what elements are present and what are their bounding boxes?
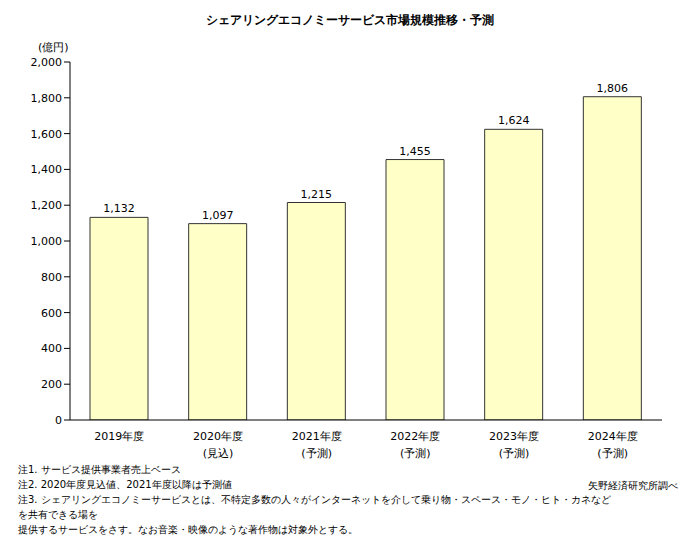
svg-text:1,215: 1,215 xyxy=(301,188,333,201)
svg-text:400: 400 xyxy=(41,342,62,355)
svg-text:1,624: 1,624 xyxy=(498,114,530,127)
html-text:注1. サービス提供事業者売上ベース: 注1. サービス提供事業者売上ベース xyxy=(18,464,181,475)
svg-text:1,800: 1,800 xyxy=(31,92,63,105)
svg-text:1,455: 1,455 xyxy=(399,145,431,158)
svg-text:1,200: 1,200 xyxy=(31,199,63,212)
svg-text:800: 800 xyxy=(41,271,62,284)
svg-text:2,000: 2,000 xyxy=(31,56,63,69)
svg-text:2022年度(予測): 2022年度(予測) xyxy=(390,430,440,460)
svg-text:2020年度(見込): 2020年度(見込) xyxy=(193,430,243,460)
html-text:シェアリングエコノミーサービス市場規模推移・予測: シェアリングエコノミーサービス市場規模推移・予測 xyxy=(206,13,494,27)
html-text:注3. シェアリングエコノミーサービスとは、不特定多数の人々: 注3. シェアリングエコノミーサービスとは、不特定多数の人々がインターネットを介… xyxy=(18,494,611,535)
svg-text:2024年度(予測): 2024年度(予測) xyxy=(588,430,638,460)
svg-text:0: 0 xyxy=(55,414,62,427)
svg-text:1,132: 1,132 xyxy=(103,202,135,215)
svg-text:2023年度(予測): 2023年度(予測) xyxy=(489,430,539,460)
svg-text:1,600: 1,600 xyxy=(31,128,63,141)
svg-text:2019年度: 2019年度 xyxy=(94,430,144,443)
svg-text:1,000: 1,000 xyxy=(31,235,63,248)
svg-text:200: 200 xyxy=(41,378,62,391)
html-text:注2. 2020年度見込値、2021年度以降は予測値: 注2. 2020年度見込値、2021年度以降は予測値 xyxy=(18,479,232,490)
svg-text:1,097: 1,097 xyxy=(202,209,234,222)
html-text:矢野経済研究所調べ: 矢野経済研究所調べ xyxy=(588,480,678,491)
svg-text:2021年度(予測): 2021年度(予測) xyxy=(292,430,342,460)
svg-text:600: 600 xyxy=(41,307,62,320)
html-text:(億円): (億円) xyxy=(38,41,69,54)
svg-text:1,400: 1,400 xyxy=(31,163,63,176)
svg-text:1,806: 1,806 xyxy=(597,82,629,95)
